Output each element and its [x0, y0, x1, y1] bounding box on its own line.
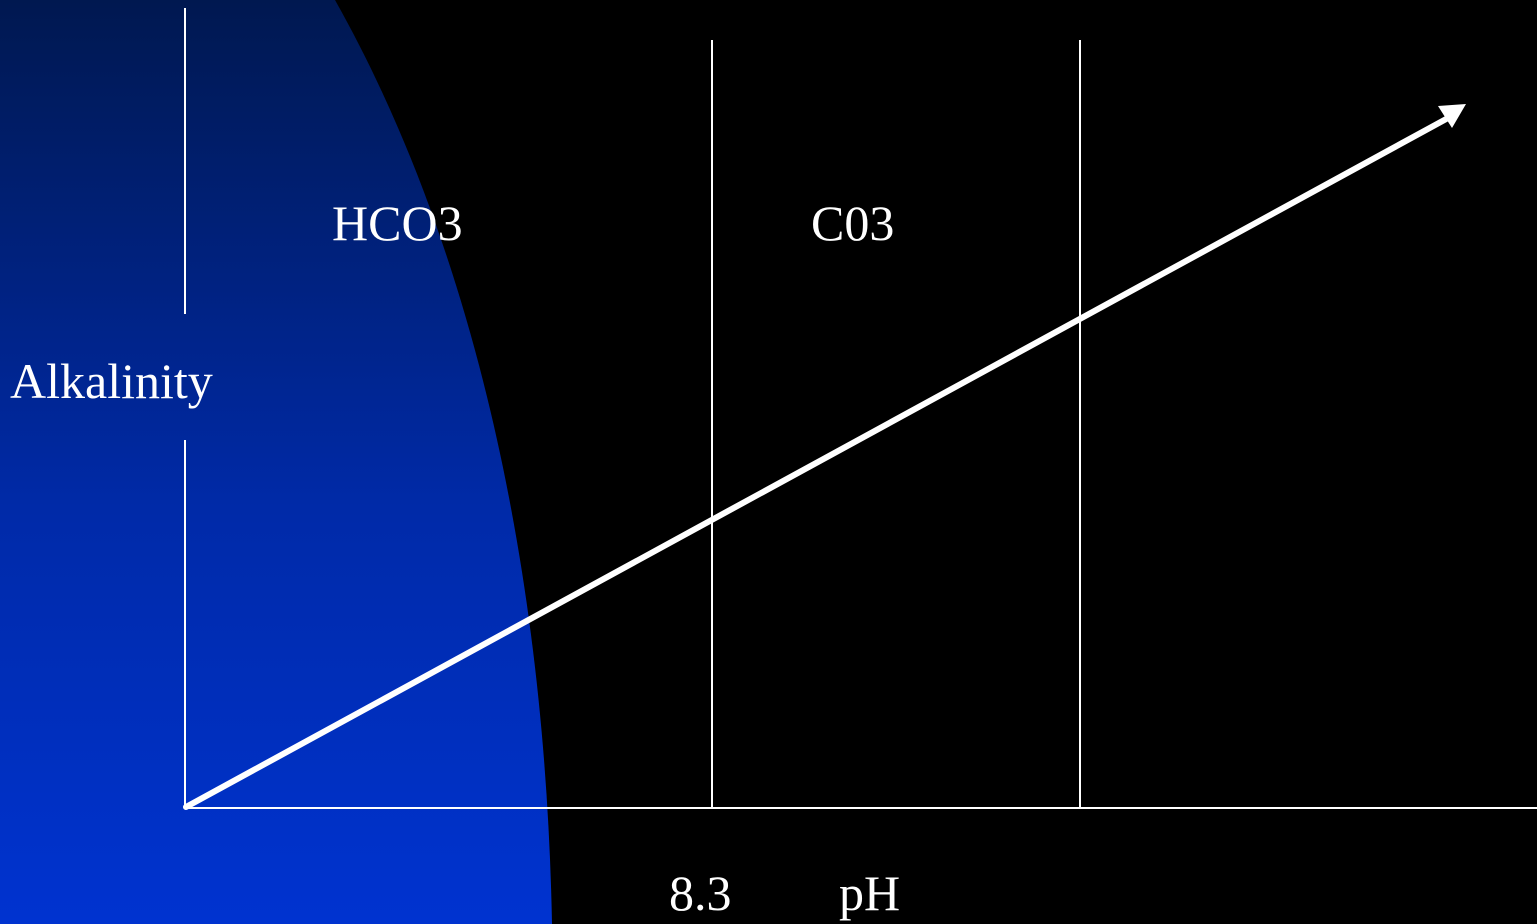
background-blue-arc	[0, 0, 552, 924]
region-label-co3: C03	[811, 195, 895, 251]
region-label-hco3: HCO3	[332, 195, 463, 251]
x-axis-label: pH	[839, 865, 901, 921]
y-axis-label: Alkalinity	[10, 353, 213, 409]
x-tick-label: 8.3	[669, 865, 732, 921]
trend-arrow-head	[1438, 104, 1466, 128]
trend-arrow-shaft	[183, 115, 1451, 810]
